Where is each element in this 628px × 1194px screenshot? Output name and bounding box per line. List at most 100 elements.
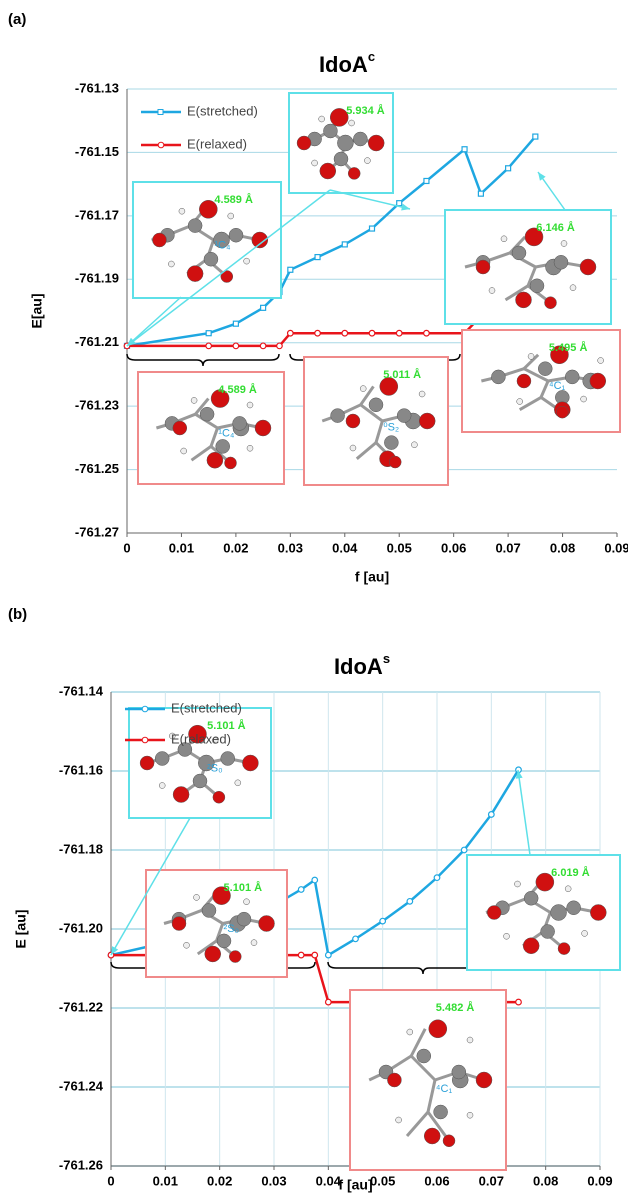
atom [247,445,253,451]
atom [396,1117,402,1123]
atom [228,213,234,219]
conformation-label: ¹C₄ [214,240,231,252]
atom [323,124,337,138]
chart-title: IdoAc [319,49,375,76]
atom [561,241,567,247]
atom [476,1072,492,1088]
marker [206,343,212,349]
conformation-label: ²S₀ [207,762,223,774]
atom [360,386,366,392]
y-tick-label: -761.17 [75,207,119,222]
atom [452,1065,466,1079]
y-tick-label: -761.20 [59,920,103,935]
atom [350,445,356,451]
arrow-head [538,172,546,181]
x-tick-label: 0.09 [604,540,628,555]
atom [364,158,370,164]
atom [368,135,384,151]
marker [462,147,467,152]
atom [225,457,237,469]
legend-label: E(stretched) [171,700,242,715]
atom [501,236,507,242]
marker [315,255,320,260]
x-tick-label: 0.07 [479,1173,504,1188]
atom [541,925,555,939]
atom [217,934,231,948]
atom [387,1073,401,1087]
atom [528,353,534,359]
atom [348,167,360,179]
atom [244,258,250,264]
atom [251,940,257,946]
atom [411,442,417,448]
atom [259,916,275,932]
legend-marker [158,142,164,148]
marker [206,331,211,336]
atom [337,135,353,151]
atom [242,755,258,771]
marker [233,321,238,326]
marker [312,877,318,883]
atom [554,255,568,269]
y-tick-label: -761.26 [59,1157,103,1172]
atom [565,370,579,384]
x-axis-label: f [au] [355,569,389,585]
x-tick-label: 0.04 [332,540,358,555]
x-tick-label: 0.07 [495,540,520,555]
marker [298,887,304,893]
atom [590,905,606,921]
distance-label: 5.934 Å [346,104,385,117]
legend-marker [142,706,148,712]
atom [407,1029,413,1035]
title-superscript: s [383,651,390,666]
title-text: IdoA [319,52,368,77]
marker [326,952,332,958]
atom [194,894,200,900]
marker [407,899,413,905]
conformation-label: ²S₀ [224,923,240,935]
marker [370,226,375,231]
atom [229,951,241,963]
y-tick-label: -761.25 [75,461,119,476]
panel-label: (a) [8,11,26,28]
atom [213,791,225,803]
atom [524,891,538,905]
x-tick-label: 0.06 [424,1173,449,1188]
marker [424,330,430,336]
arrow-head [401,204,410,211]
atom [384,436,398,450]
x-tick-label: 0.01 [169,540,194,555]
atom [434,1105,448,1119]
marker [380,918,386,924]
y-tick-label: -761.23 [75,398,119,413]
atom [247,402,253,408]
atom [255,420,271,436]
y-axis-label: E[au] [29,294,45,329]
marker [233,343,239,349]
atom [188,219,202,233]
y-tick-label: -761.21 [75,334,119,349]
x-tick-label: 0.04 [316,1173,342,1188]
conformation-label: ⁰S₂ [383,421,399,433]
atom [424,1128,440,1144]
x-tick-label: 0.08 [533,1173,558,1188]
conformation-label: ⁴C₁ [436,1083,453,1095]
marker [478,191,483,196]
atom [467,1112,473,1118]
marker [260,343,266,349]
atom [538,362,552,376]
atom [570,285,576,291]
marker [397,201,402,206]
atom [369,398,383,412]
marker [326,999,332,1005]
atom [312,160,318,166]
atom [397,409,411,423]
distance-label: 5.101 Å [224,881,263,894]
atom [419,391,425,397]
y-tick-label: -761.13 [75,80,119,95]
atom [233,416,247,430]
atom [179,208,185,214]
marker [342,330,348,336]
atom [429,1020,447,1038]
x-tick-label: 0.05 [370,1173,395,1188]
